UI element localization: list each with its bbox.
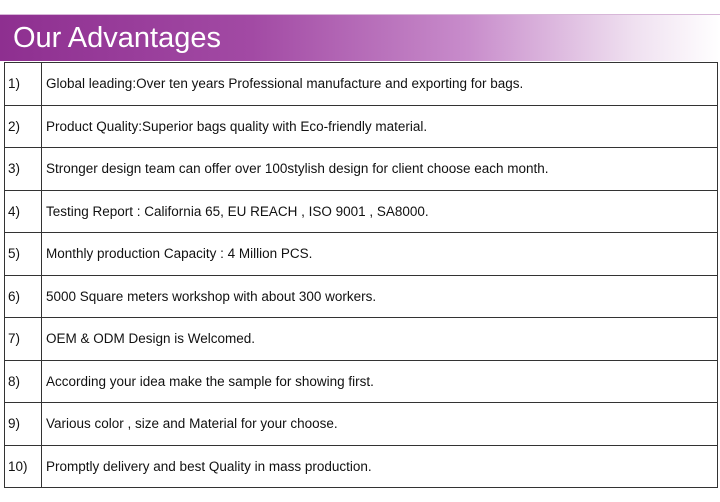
row-number: 4) [4,189,42,233]
row-text: OEM & ODM Design is Welcomed. [41,317,718,361]
row-text: Various color , size and Material for yo… [41,402,718,446]
row-number: 9) [4,402,42,446]
row-text: Promptly delivery and best Quality in ma… [41,444,718,488]
row-text: Monthly production Capacity : 4 Million … [41,232,718,276]
row-number: 7) [4,317,42,361]
row-text: Stronger design team can offer over 100s… [41,147,718,191]
row-number: 10) [4,444,42,488]
table-row: 7) OEM & ODM Design is Welcomed. [4,317,718,361]
table-row: 4) Testing Report : California 65, EU REA… [4,189,718,233]
banner-title: Our Advantages [13,22,221,54]
row-text: 5000 Square meters workshop with about 3… [41,274,718,318]
row-number: 1) [4,62,42,106]
row-number: 2) [4,104,42,148]
row-number: 6) [4,274,42,318]
row-number: 5) [4,232,42,276]
table-row: 6) 5000 Square meters workshop with about… [4,274,718,318]
table-row: 3) Stronger design team can offer over 10… [4,147,718,191]
row-number: 8) [4,359,42,403]
table-row: 10) Promptly delivery and best Quality in… [4,444,718,488]
banner: Our Advantages [0,14,720,61]
advantages-table: 1) Global leading:Over ten years Professi… [4,62,718,488]
table-row: 8) According your idea make the sample fo… [4,359,718,403]
row-text: Product Quality:Superior bags quality wi… [41,104,718,148]
row-text: According your idea make the sample for … [41,359,718,403]
row-number: 3) [4,147,42,191]
table-row: 1) Global leading:Over ten years Professi… [4,62,718,106]
table-row: 5) Monthly production Capacity : 4 Millio… [4,232,718,276]
table-row: 2) Product Quality:Superior bags quality … [4,104,718,148]
table-row: 9) Various color , size and Material for … [4,402,718,446]
row-text: Global leading:Over ten years Profession… [41,62,718,106]
row-text: Testing Report : California 65, EU REACH… [41,189,718,233]
